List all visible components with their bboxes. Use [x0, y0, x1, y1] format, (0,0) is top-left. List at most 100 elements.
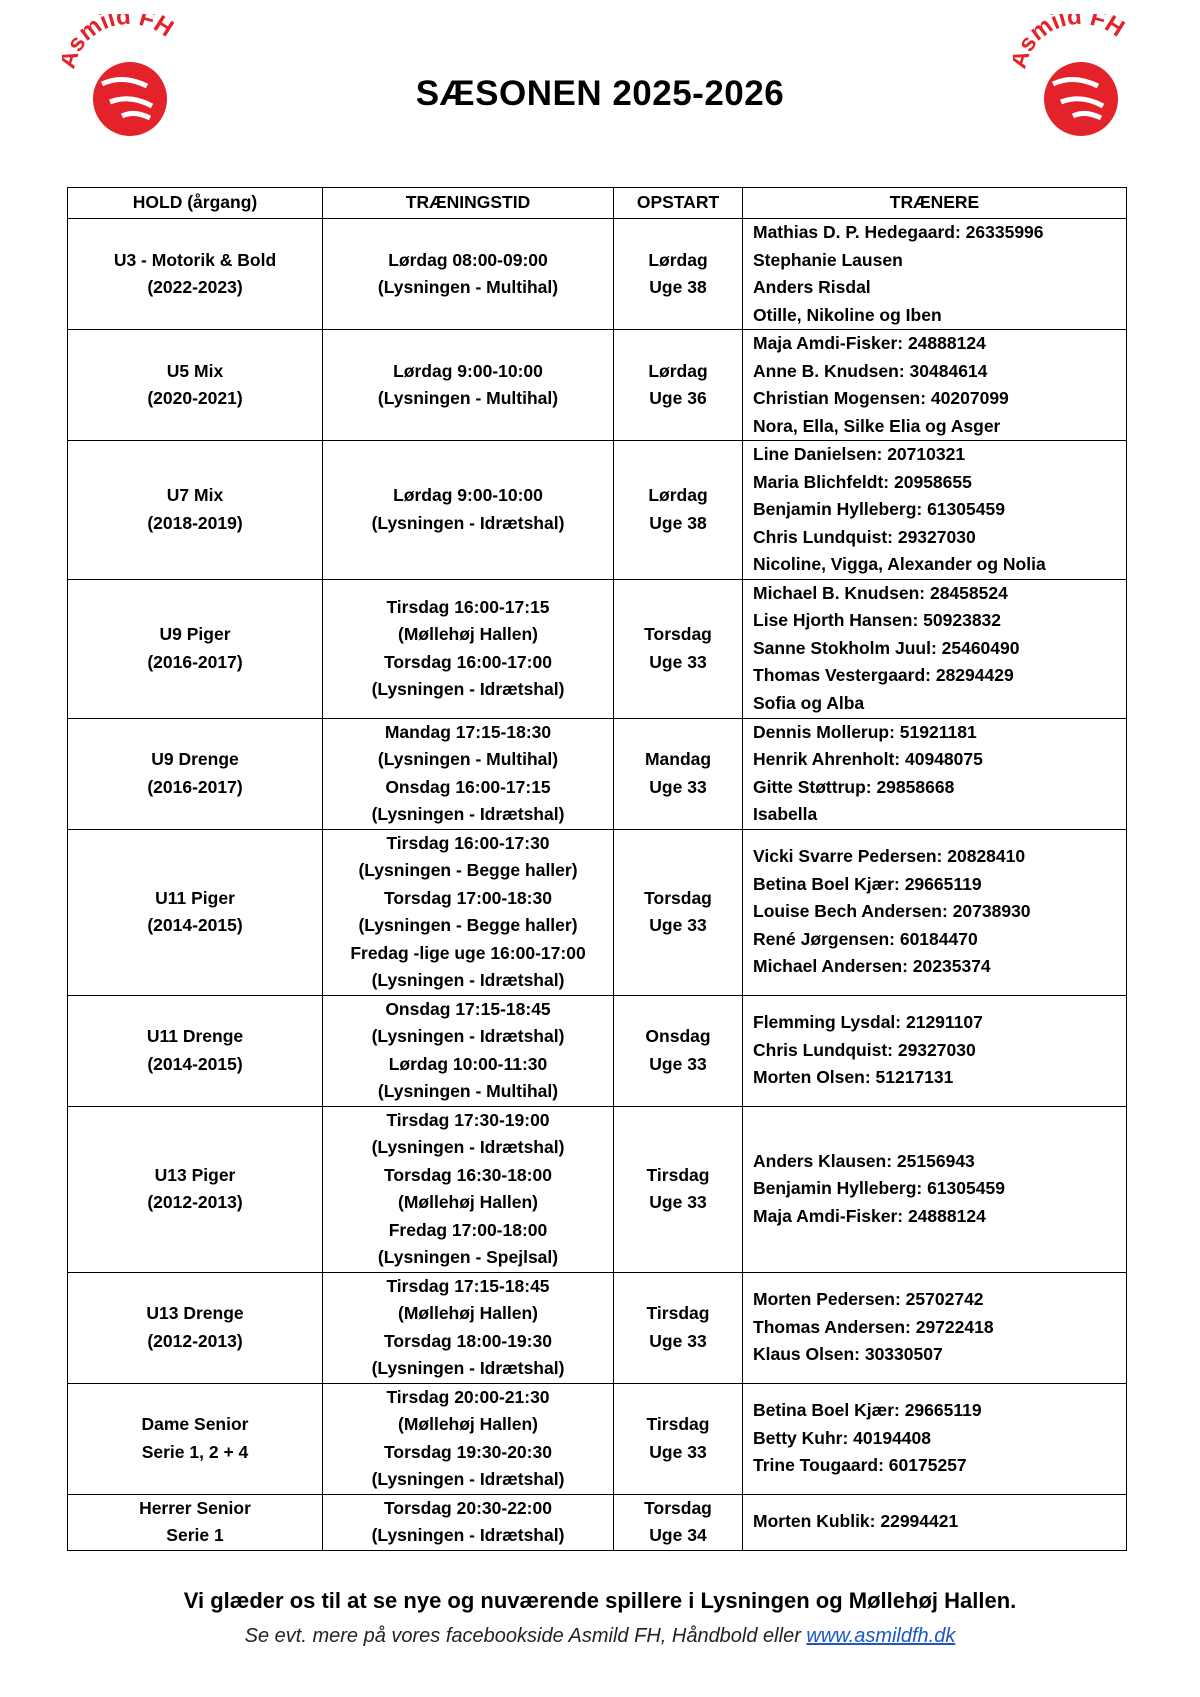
times-line: (Lysningen - Idrætshal) — [371, 1026, 565, 1046]
team-line: Dame Senior — [141, 1414, 249, 1434]
table-row: Herrer Senior Serie 1 Torsdag 20:30-22:00 (… — [67, 1493, 1127, 1551]
website-link[interactable]: www.asmildfh.dk — [806, 1625, 956, 1647]
times-line: Fredag 17:00-18:00 — [388, 1219, 548, 1240]
table-row: U13 Drenge (2012-2013) Tirsdag 17:15-18:45… — [67, 1271, 1127, 1384]
table-row: U9 Drenge (2016-2017) Mandag 17:15-18:30 (L… — [67, 717, 1127, 830]
times-line: (Møllehøj Hallen) — [398, 1414, 538, 1434]
start-cell: Torsdag Uge 34 — [613, 1493, 743, 1551]
team-line: U13 Piger — [154, 1164, 236, 1185]
footer-info: Se evt. mere på vores facebookside Asmil… — [0, 1625, 1200, 1648]
coaches-line: Morten Olsen: 51217131 — [753, 1067, 954, 1088]
start-line: Lørdag — [648, 360, 708, 381]
svg-text:Asmild FH: Asmild FH — [62, 14, 178, 72]
table-row: U11 Piger (2014-2015) Tirsdag 16:00-17:30 (… — [67, 828, 1127, 996]
start-line: Uge 33 — [649, 1441, 707, 1462]
times-line: Torsdag 17:00-18:30 — [384, 887, 552, 908]
times-line: (Møllehøj Hallen) — [398, 1303, 538, 1323]
team-cell: U11 Drenge (2014-2015) — [67, 994, 323, 1107]
coaches-line: Michael B. Knudsen: 28458524 — [753, 582, 1008, 603]
times-line: (Lysningen - Begge haller) — [358, 915, 578, 935]
team-line: (2014-2015) — [147, 915, 243, 935]
start-line: Tirsdag — [646, 1414, 710, 1434]
start-line: Uge 33 — [649, 1330, 707, 1351]
team-line: (2012-2013) — [147, 1192, 243, 1212]
coaches-line: Lise Hjorth Hansen: 50923832 — [753, 610, 1002, 631]
coaches-cell: Morten Kublik: 22994421 — [742, 1493, 1127, 1551]
times-cell: Tirsdag 16:00-17:15 (Møllehøj Hallen) Tors… — [322, 578, 614, 719]
coaches-line: Michael Andersen: 20235374 — [753, 956, 991, 977]
start-line: Uge 33 — [649, 1192, 707, 1212]
times-line: Torsdag 20:30-22:00 — [384, 1497, 552, 1518]
start-cell: Lørdag Uge 38 — [613, 440, 743, 580]
team-cell: Herrer Senior Serie 1 — [67, 1493, 323, 1551]
times-line: (Lysningen - Multihal) — [377, 749, 559, 769]
times-line: (Møllehøj Hallen) — [398, 1192, 538, 1212]
team-cell: U5 Mix (2020-2021) — [67, 329, 323, 441]
times-cell: Lørdag 9:00-10:00 (Lysningen - Multihal) — [322, 329, 614, 441]
coaches-line: Anders Klausen: 25156943 — [753, 1150, 975, 1171]
times-cell: Tirsdag 20:00-21:30 (Møllehøj Hallen) Tors… — [322, 1382, 614, 1495]
footer-message: Vi glæder os til at se nye og nuværende … — [183, 1588, 1017, 1613]
coaches-cell: Mathias D. P. Hedegaard: 26335996 Stephan… — [742, 218, 1127, 330]
coaches-line: Thomas Vestergaard: 28294429 — [753, 665, 1014, 686]
team-line: U3 - Motorik & Bold — [113, 249, 277, 270]
start-line: Uge 33 — [649, 651, 707, 672]
coaches-cell: Morten Pedersen: 25702742 Thomas Andersen… — [742, 1271, 1127, 1384]
team-cell: U9 Piger (2016-2017) — [67, 578, 323, 719]
schedule-table: HOLD (årgang) TRÆNINGSTID OPSTART TRÆNER… — [67, 187, 1127, 1551]
team-line: Serie 1, 2 + 4 — [141, 1441, 249, 1462]
start-cell: Lørdag Uge 36 — [613, 329, 743, 441]
start-line: Uge 33 — [649, 776, 707, 797]
table-header-row: HOLD (årgang) TRÆNINGSTID OPSTART TRÆNER… — [67, 187, 1127, 219]
team-cell: U13 Drenge (2012-2013) — [67, 1271, 323, 1384]
team-line: (2018-2019) — [147, 512, 243, 533]
team-line: U11 Drenge — [146, 1026, 244, 1046]
team-cell: U7 Mix (2018-2019) — [67, 440, 323, 580]
coaches-line: Stephanie Lausen — [753, 249, 903, 270]
team-line: U9 Piger — [159, 624, 231, 644]
coaches-cell: Anders Klausen: 25156943 Benjamin Hyllebe… — [742, 1105, 1127, 1273]
start-cell: Mandag Uge 33 — [613, 717, 743, 830]
coaches-line: Isabella — [753, 804, 818, 824]
start-line: Torsdag — [644, 624, 712, 644]
times-line: (Lysningen - Begge haller) — [358, 860, 578, 880]
times-line: Fredag -lige uge 16:00-17:00 — [350, 942, 586, 963]
coaches-line: Benjamin Hylleberg: 61305459 — [753, 499, 1005, 519]
team-line: U13 Drenge — [146, 1303, 244, 1323]
times-line: Tirsdag 20:00-21:30 — [386, 1386, 550, 1407]
coaches-line: Maria Blichfeldt: 20958655 — [753, 471, 972, 492]
header-traenere: TRÆNERE — [742, 187, 1127, 219]
start-line: Tirsdag — [646, 1303, 710, 1323]
coaches-cell: Vicki Svarre Pedersen: 20828410 Betina Bo… — [742, 828, 1127, 996]
coaches-line: Betina Boel Kjær: 29665119 — [753, 873, 982, 894]
team-line: U11 Piger — [155, 887, 235, 908]
coaches-line: Maja Amdi-Fisker: 24888124 — [753, 1205, 986, 1226]
coaches-line: Benjamin Hylleberg: 61305459 — [753, 1178, 1005, 1199]
team-line: (2020-2021) — [147, 388, 243, 408]
asmild-fh-logo-right: Asmild FH — [1013, 14, 1129, 136]
times-line: Torsdag 16:30-18:00 — [384, 1164, 552, 1185]
start-cell: Torsdag Uge 33 — [613, 578, 743, 719]
times-cell: Torsdag 20:30-22:00 (Lysningen - Idrætsha… — [322, 1493, 614, 1551]
times-line: (Lysningen - Idrætshal) — [371, 1137, 565, 1157]
coaches-line: Morten Kublik: 22994421 — [753, 1511, 959, 1532]
team-line: (2016-2017) — [147, 651, 243, 672]
coaches-line: Mathias D. P. Hedegaard: 26335996 — [753, 222, 1044, 242]
times-line: (Lysningen - Idrætshal) — [371, 970, 565, 990]
team-line: U7 Mix — [166, 485, 224, 506]
coaches-line: Vicki Svarre Pedersen: 20828410 — [753, 846, 1026, 867]
footer-info-text: Se evt. mere på vores facebookside Asmil… — [244, 1625, 807, 1647]
coaches-line: Betina Boel Kjær: 29665119 — [753, 1400, 982, 1421]
times-line: (Lysningen - Idrætshal) — [371, 1525, 565, 1545]
table-row: U9 Piger (2016-2017) Tirsdag 16:00-17:15 (M… — [67, 578, 1127, 719]
coaches-line: Chris Lundquist: 29327030 — [753, 526, 976, 547]
team-line: (2012-2013) — [147, 1330, 243, 1351]
times-line: (Lysningen - Multihal) — [377, 1081, 559, 1101]
start-line: Uge 33 — [649, 1053, 707, 1074]
start-line: Lørdag — [648, 485, 708, 506]
times-line: Lørdag 10:00-11:30 — [388, 1053, 548, 1074]
coaches-line: Nicoline, Vigga, Alexander og Nolia — [753, 554, 1046, 574]
coaches-line: Betty Kuhr: 40194408 — [753, 1427, 931, 1448]
times-line: Torsdag 16:00-17:00 — [384, 651, 552, 672]
coaches-line: Gitte Støttrup: 29858668 — [753, 776, 955, 797]
